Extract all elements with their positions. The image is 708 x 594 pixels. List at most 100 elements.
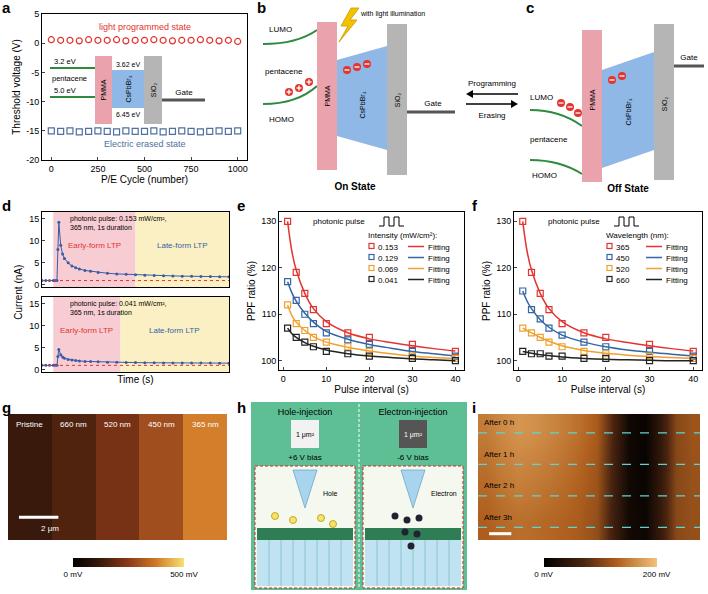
- svg-text:Fitting: Fitting: [428, 276, 450, 285]
- svg-text:100: 100: [261, 356, 276, 366]
- svg-text:-5: -5: [31, 68, 39, 78]
- svg-text:40: 40: [450, 374, 460, 384]
- svg-text:0: 0: [34, 280, 39, 290]
- svg-text:0: 0: [516, 374, 521, 384]
- svg-text:20: 20: [364, 374, 374, 384]
- svg-text:-15: -15: [26, 126, 39, 136]
- svg-text:660: 660: [616, 276, 630, 285]
- svg-text:200 mV: 200 mV: [643, 570, 671, 579]
- svg-text:0: 0: [34, 365, 39, 375]
- svg-text:pentacene: pentacene: [265, 67, 303, 76]
- svg-text:LUMO: LUMO: [269, 25, 292, 34]
- svg-text:-10: -10: [26, 97, 39, 107]
- svg-text:Fitting: Fitting: [428, 254, 450, 263]
- svg-text:Electric erased state: Electric erased state: [104, 139, 186, 149]
- svg-text:Off State: Off State: [607, 183, 649, 194]
- svg-text:After 0 h: After 0 h: [484, 418, 514, 427]
- svg-text:Intensity (mW/cm²):: Intensity (mW/cm²):: [368, 231, 437, 240]
- svg-text:Electron: Electron: [431, 490, 457, 497]
- svg-text:1000: 1000: [228, 164, 248, 174]
- svg-text:Early-form LTP: Early-form LTP: [68, 241, 121, 250]
- svg-text:10: 10: [29, 236, 39, 246]
- svg-text:1 μm²: 1 μm²: [404, 431, 423, 439]
- svg-text:with light illumination: with light illumination: [360, 10, 425, 18]
- svg-text:Fitting: Fitting: [428, 243, 450, 252]
- svg-text:PMMA: PMMA: [324, 85, 331, 106]
- svg-text:660 nm: 660 nm: [60, 420, 87, 429]
- svg-text:500: 500: [137, 164, 152, 174]
- svg-text:3.62 eV: 3.62 eV: [116, 61, 140, 68]
- svg-text:-20: -20: [26, 155, 39, 165]
- svg-text:PPF ratio (%): PPF ratio (%): [246, 261, 257, 321]
- svg-text:CsPbBr₃: CsPbBr₃: [359, 91, 366, 118]
- svg-text:30: 30: [407, 374, 417, 384]
- svg-text:-6 V bias: -6 V bias: [397, 453, 429, 462]
- svg-text:Time (s): Time (s): [117, 374, 153, 385]
- svg-text:SiO₂: SiO₂: [150, 83, 157, 98]
- svg-text:130: 130: [261, 216, 276, 226]
- svg-text:Pulse interval (s): Pulse interval (s): [334, 384, 408, 395]
- svg-text:After 1 h: After 1 h: [484, 450, 514, 459]
- svg-text:10: 10: [29, 321, 39, 331]
- svg-text:0: 0: [34, 38, 39, 48]
- svg-text:Late-form LTP: Late-form LTP: [149, 326, 200, 335]
- svg-text:a: a: [2, 0, 11, 16]
- svg-text:1 μm²: 1 μm²: [296, 431, 315, 439]
- svg-text:c: c: [526, 0, 534, 16]
- svg-text:0.069: 0.069: [378, 265, 399, 274]
- svg-text:photonic pulse: 0.041 mW/cm²,3: photonic pulse: 0.041 mW/cm²,365 nm, 1s …: [70, 300, 167, 316]
- svg-text:d: d: [2, 198, 11, 214]
- svg-text:+6 V bias: +6 V bias: [288, 453, 322, 462]
- svg-text:5.0 eV: 5.0 eV: [54, 86, 76, 95]
- svg-text:After 3h: After 3h: [484, 513, 512, 522]
- svg-text:Fitting: Fitting: [666, 243, 688, 252]
- svg-text:Gate: Gate: [424, 99, 442, 108]
- svg-text:250: 250: [90, 164, 105, 174]
- svg-text:450: 450: [616, 254, 630, 263]
- svg-text:photonic pulse: 0.153 mW/cm²,3: photonic pulse: 0.153 mW/cm²,365 nm, 1s …: [70, 215, 167, 231]
- svg-text:110: 110: [497, 309, 511, 319]
- svg-text:750: 750: [184, 164, 199, 174]
- svg-text:CsPbBr₃: CsPbBr₃: [125, 75, 132, 102]
- svg-text:PMMA: PMMA: [100, 79, 107, 100]
- svg-text:photonic pulse: photonic pulse: [548, 217, 600, 226]
- svg-text:f: f: [472, 198, 478, 214]
- svg-text:Gate: Gate: [680, 53, 698, 62]
- svg-text:110: 110: [262, 309, 276, 319]
- svg-text:2 μm: 2 μm: [41, 524, 59, 533]
- svg-text:0: 0: [281, 374, 286, 384]
- svg-text:3.2 eV: 3.2 eV: [54, 57, 76, 66]
- svg-text:HOMO: HOMO: [532, 171, 557, 180]
- svg-text:pentacene: pentacene: [52, 74, 87, 83]
- svg-text:120: 120: [496, 263, 511, 273]
- svg-text:30: 30: [645, 374, 655, 384]
- svg-text:g: g: [2, 400, 11, 416]
- svg-text:After 2 h: After 2 h: [484, 481, 514, 490]
- svg-text:Pristine: Pristine: [16, 420, 43, 429]
- svg-text:Hole-injection: Hole-injection: [278, 407, 333, 417]
- svg-text:photonic pulse: photonic pulse: [313, 217, 365, 226]
- svg-text:PPF ratio (%): PPF ratio (%): [481, 261, 492, 321]
- svg-text:0.129: 0.129: [378, 254, 399, 263]
- svg-text:Programming: Programming: [468, 79, 516, 88]
- svg-text:Erasing: Erasing: [478, 111, 505, 120]
- svg-text:365: 365: [616, 243, 630, 252]
- svg-text:0 mV: 0 mV: [64, 570, 83, 579]
- svg-text:120: 120: [261, 263, 276, 273]
- svg-text:0 mV: 0 mV: [534, 570, 553, 579]
- svg-text:5: 5: [34, 9, 39, 19]
- svg-text:0: 0: [49, 164, 54, 174]
- svg-text:h: h: [237, 400, 246, 416]
- svg-text:40: 40: [688, 374, 698, 384]
- svg-text:5: 5: [34, 343, 39, 353]
- svg-text:Current (nA): Current (nA): [13, 265, 24, 320]
- svg-text:Early-form LTP: Early-form LTP: [60, 326, 113, 335]
- svg-text:P/E Cycle (number): P/E Cycle (number): [101, 174, 188, 185]
- svg-text:Hole: Hole: [323, 490, 338, 497]
- svg-text:SiO₂: SiO₂: [661, 97, 668, 112]
- svg-text:Fitting: Fitting: [428, 265, 450, 274]
- svg-text:Electron-injection: Electron-injection: [378, 407, 447, 417]
- svg-text:Pulse interval (s): Pulse interval (s): [571, 384, 645, 395]
- svg-text:Gate: Gate: [175, 88, 193, 97]
- svg-text:6.45 eV: 6.45 eV: [116, 111, 140, 118]
